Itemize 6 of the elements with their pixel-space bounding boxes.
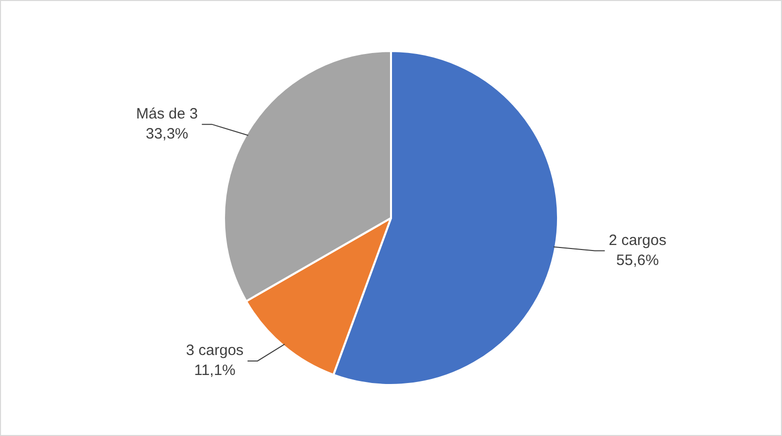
- data-label: 55,6%: [616, 252, 659, 269]
- data-label: 11,1%: [194, 362, 236, 380]
- slice-label: 3 cargos: [186, 342, 244, 360]
- slice-label: Más de 3: [136, 105, 198, 122]
- slice-label: 2 cargos: [608, 232, 666, 249]
- data-label: 33,3%: [146, 125, 188, 142]
